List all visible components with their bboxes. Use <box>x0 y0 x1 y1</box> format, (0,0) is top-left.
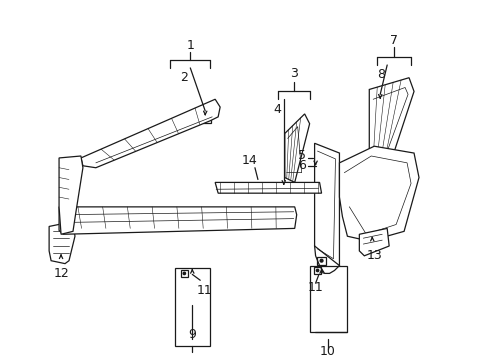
Polygon shape <box>314 143 339 266</box>
Polygon shape <box>284 114 309 183</box>
Polygon shape <box>215 183 321 193</box>
Circle shape <box>205 117 208 120</box>
Bar <box>181 270 187 277</box>
Text: 11: 11 <box>307 280 323 294</box>
Circle shape <box>183 272 185 275</box>
Text: 3: 3 <box>289 67 297 80</box>
Polygon shape <box>359 228 388 256</box>
Bar <box>371 98 380 106</box>
Circle shape <box>285 186 287 189</box>
Circle shape <box>374 101 377 104</box>
Text: 12: 12 <box>53 267 69 280</box>
Bar <box>203 115 211 123</box>
Polygon shape <box>49 221 75 264</box>
Polygon shape <box>59 156 83 234</box>
Circle shape <box>316 269 318 272</box>
Text: 9: 9 <box>188 328 196 341</box>
Text: 7: 7 <box>389 34 397 47</box>
Text: 11: 11 <box>196 284 212 297</box>
Polygon shape <box>368 78 413 197</box>
Text: 2: 2 <box>180 71 188 84</box>
Text: 8: 8 <box>376 68 385 81</box>
Bar <box>313 267 321 274</box>
Text: 6: 6 <box>297 159 305 172</box>
Text: 5: 5 <box>297 149 305 162</box>
Bar <box>309 266 346 332</box>
Polygon shape <box>81 99 220 168</box>
Bar <box>175 267 210 346</box>
Polygon shape <box>339 146 418 241</box>
Text: 1: 1 <box>186 39 194 52</box>
Text: 14: 14 <box>242 154 257 167</box>
Text: 10: 10 <box>319 345 335 358</box>
Circle shape <box>320 259 322 262</box>
Polygon shape <box>59 207 296 234</box>
Bar <box>282 183 290 192</box>
Bar <box>317 257 325 265</box>
Text: 13: 13 <box>366 249 381 262</box>
Text: 4: 4 <box>273 103 281 116</box>
